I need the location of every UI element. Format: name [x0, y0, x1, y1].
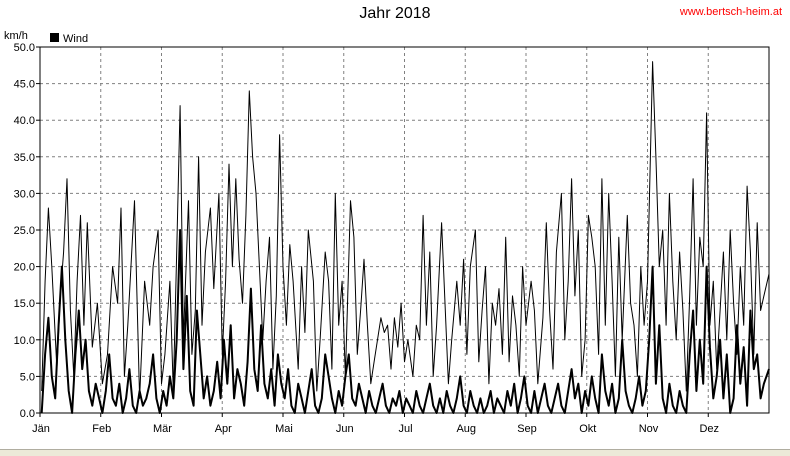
x-tick-label: Dez: [699, 423, 719, 435]
series-lines: [40, 61, 770, 414]
x-tick-label: Mai: [275, 423, 293, 435]
x-tick-label: Mär: [153, 423, 172, 435]
legend-label-wind: Wind: [63, 33, 88, 45]
grid: [40, 47, 769, 413]
y-tick-label: 50.0: [14, 42, 35, 54]
legend: Wind: [50, 33, 88, 45]
y-tick-label: 30.0: [14, 188, 35, 200]
y-tick-label: 0.0: [20, 408, 35, 420]
x-tick-label: Nov: [639, 423, 659, 435]
legend-swatch: [50, 33, 59, 42]
y-tick-label: 35.0: [14, 152, 35, 164]
y-tick-label: 5.0: [20, 371, 35, 383]
y-tick-label: 25.0: [14, 225, 35, 237]
series-line-gust: [41, 61, 770, 399]
y-axis-unit-label: km/h: [4, 30, 28, 42]
y-tick-label: 15.0: [14, 298, 35, 310]
y-tick-label: 20.0: [14, 262, 35, 274]
status-strip: [0, 449, 790, 456]
x-tick-label: Jän: [32, 423, 50, 435]
x-tick-label: Sep: [517, 423, 537, 435]
x-tick-label: Jun: [336, 423, 354, 435]
y-tick-label: 40.0: [14, 115, 35, 127]
x-tick-label: Jul: [398, 423, 412, 435]
y-tick-label: 45.0: [14, 79, 35, 91]
plot-frame: [39, 46, 770, 414]
x-tick-label: Apr: [215, 423, 232, 435]
y-tick-label: 10.0: [14, 335, 35, 347]
x-tick-label: Feb: [92, 423, 111, 435]
series-line-wind: [40, 229, 770, 414]
x-tick-label: Okt: [579, 423, 596, 435]
x-axis: Jän Feb Mär Apr Mai Jun Jul Aug Sep Okt Nov Dez: [32, 413, 719, 435]
chart-title: Jahr 2018: [359, 5, 431, 22]
site-url-label[interactable]: www.bertsch-heim.at: [679, 6, 782, 18]
y-axis: 0.0 5.0 10.0 15.0 20.0 25.0 30.0 35.0 40.0 45.0 50…: [14, 42, 40, 420]
x-tick-label: Aug: [456, 423, 476, 435]
